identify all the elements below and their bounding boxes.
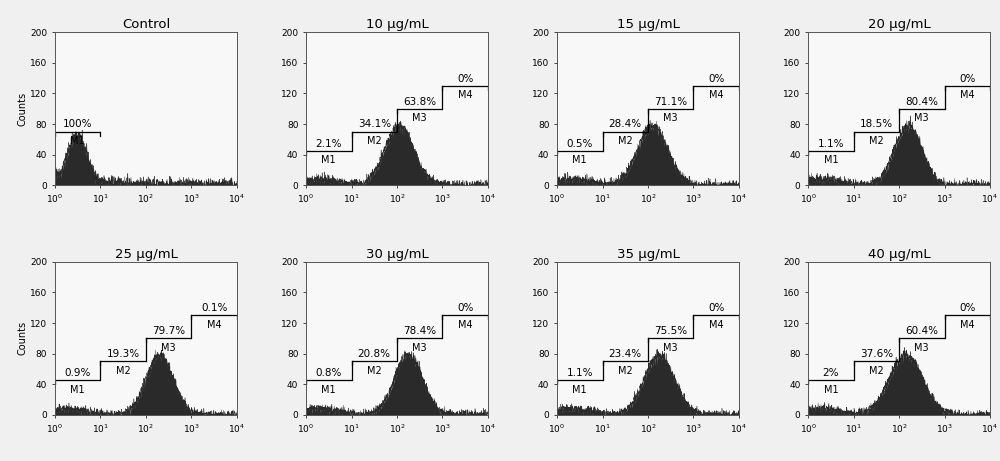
Text: M3: M3 bbox=[914, 113, 929, 124]
Text: 0%: 0% bbox=[708, 74, 724, 83]
Text: M4: M4 bbox=[458, 320, 473, 330]
Text: 63.8%: 63.8% bbox=[403, 96, 436, 106]
Text: M4: M4 bbox=[458, 90, 473, 100]
Text: 0.9%: 0.9% bbox=[65, 368, 91, 378]
Text: M2: M2 bbox=[869, 366, 884, 376]
Text: 20.8%: 20.8% bbox=[358, 349, 391, 359]
Title: 20 μg/mL: 20 μg/mL bbox=[868, 18, 930, 31]
Title: 15 μg/mL: 15 μg/mL bbox=[617, 18, 679, 31]
Text: M2: M2 bbox=[367, 136, 382, 146]
Text: M3: M3 bbox=[914, 343, 929, 353]
Text: 37.6%: 37.6% bbox=[860, 349, 893, 359]
Text: 1.1%: 1.1% bbox=[818, 139, 844, 148]
Text: M1: M1 bbox=[572, 385, 587, 395]
Y-axis label: Counts: Counts bbox=[17, 92, 27, 126]
Text: 2.1%: 2.1% bbox=[316, 139, 342, 148]
Text: M4: M4 bbox=[709, 90, 724, 100]
Text: 0%: 0% bbox=[959, 74, 975, 83]
Text: M1: M1 bbox=[824, 155, 838, 165]
Text: 79.7%: 79.7% bbox=[152, 326, 185, 336]
Text: 71.1%: 71.1% bbox=[654, 96, 687, 106]
Text: M1: M1 bbox=[70, 136, 85, 146]
Text: 34.1%: 34.1% bbox=[358, 119, 391, 130]
Text: M3: M3 bbox=[161, 343, 176, 353]
Text: M1: M1 bbox=[824, 385, 838, 395]
Text: M1: M1 bbox=[321, 155, 336, 165]
Text: M1: M1 bbox=[572, 155, 587, 165]
Text: M4: M4 bbox=[207, 320, 221, 330]
Text: 19.3%: 19.3% bbox=[107, 349, 140, 359]
Text: M4: M4 bbox=[960, 320, 975, 330]
Text: M2: M2 bbox=[869, 136, 884, 146]
Text: M2: M2 bbox=[618, 366, 633, 376]
Text: M2: M2 bbox=[116, 366, 131, 376]
Title: 40 μg/mL: 40 μg/mL bbox=[868, 248, 930, 260]
Text: 78.4%: 78.4% bbox=[403, 326, 436, 336]
Text: 0.8%: 0.8% bbox=[316, 368, 342, 378]
Text: M4: M4 bbox=[709, 320, 724, 330]
Title: 10 μg/mL: 10 μg/mL bbox=[366, 18, 428, 31]
Text: 0.1%: 0.1% bbox=[201, 303, 227, 313]
Text: 75.5%: 75.5% bbox=[654, 326, 687, 336]
Text: 80.4%: 80.4% bbox=[905, 96, 938, 106]
Title: Control: Control bbox=[122, 18, 170, 31]
Text: M4: M4 bbox=[960, 90, 975, 100]
Text: M2: M2 bbox=[618, 136, 633, 146]
Text: 100%: 100% bbox=[63, 119, 92, 130]
Text: 1.1%: 1.1% bbox=[567, 368, 593, 378]
Text: M3: M3 bbox=[663, 113, 678, 124]
Y-axis label: Counts: Counts bbox=[17, 321, 27, 355]
Text: 0%: 0% bbox=[457, 303, 473, 313]
Text: M2: M2 bbox=[367, 366, 382, 376]
Text: 23.4%: 23.4% bbox=[609, 349, 642, 359]
Text: 0%: 0% bbox=[708, 303, 724, 313]
Title: 25 μg/mL: 25 μg/mL bbox=[115, 248, 177, 260]
Text: 0.5%: 0.5% bbox=[567, 139, 593, 148]
Text: M3: M3 bbox=[663, 343, 678, 353]
Text: M3: M3 bbox=[412, 343, 427, 353]
Text: M1: M1 bbox=[321, 385, 336, 395]
Text: 28.4%: 28.4% bbox=[609, 119, 642, 130]
Title: 35 μg/mL: 35 μg/mL bbox=[617, 248, 679, 260]
Title: 30 μg/mL: 30 μg/mL bbox=[366, 248, 428, 260]
Text: M3: M3 bbox=[412, 113, 427, 124]
Text: M1: M1 bbox=[70, 385, 85, 395]
Text: 2%: 2% bbox=[823, 368, 839, 378]
Text: 0%: 0% bbox=[959, 303, 975, 313]
Text: 18.5%: 18.5% bbox=[860, 119, 893, 130]
Text: 0%: 0% bbox=[457, 74, 473, 83]
Text: 60.4%: 60.4% bbox=[905, 326, 938, 336]
